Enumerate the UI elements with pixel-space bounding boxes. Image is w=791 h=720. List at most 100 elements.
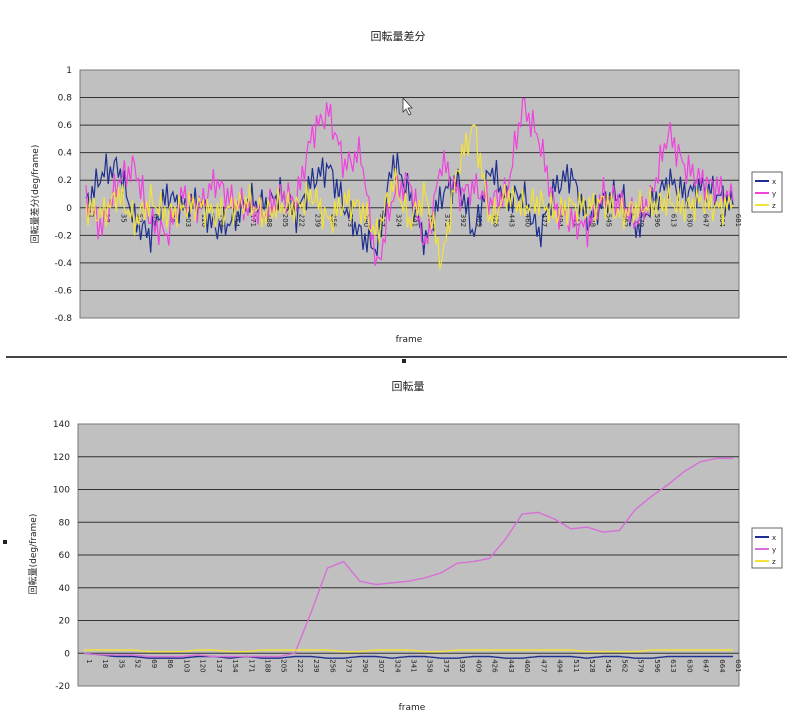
x-tick-label: 409	[475, 214, 483, 227]
legend-label: z	[772, 558, 776, 566]
y-tick-label: -0.2	[54, 231, 72, 241]
y-tick-label: 140	[53, 420, 70, 430]
x-tick-label: 681	[734, 659, 742, 672]
series-lines	[83, 457, 733, 659]
y-axis-label: 回転量(deg/frame)	[28, 514, 39, 595]
x-tick-label: 375	[442, 659, 450, 672]
legend-label: z	[772, 202, 776, 210]
y-tick-label: -0.8	[54, 314, 72, 324]
x-tick-label: 426	[491, 214, 499, 228]
series-line-z	[84, 649, 733, 653]
y-tick-label: 60	[59, 551, 71, 561]
chart-rotation-diff: 回転量差分 1 0.8 0.6 0.4 0.2 0 -0.2 -0.4 -0.6 -0.8 1 18…	[29, 29, 783, 345]
x-tick-label: 205	[280, 659, 288, 672]
x-tick-label: 188	[263, 659, 271, 672]
x-tick-label: 137	[216, 214, 224, 227]
x-tick-labels: 1 18 35 52 69 86 103 120 137 154 171 188 205 222 239 25…	[85, 659, 742, 673]
legend-label: x	[772, 534, 776, 542]
series-line-y	[83, 457, 733, 658]
x-tick-label: 222	[296, 659, 304, 672]
x-tick-label: 596	[653, 659, 661, 673]
x-tick-label: 69	[150, 659, 158, 668]
chart-title: 回転量差分	[371, 29, 426, 43]
x-tick-label: 664	[718, 214, 726, 228]
y-axis-label: 回転量差分(deg/frame)	[29, 145, 41, 244]
series-lines	[85, 97, 734, 270]
x-tick-label: 35	[117, 659, 125, 668]
x-tick-label: 290	[362, 214, 370, 227]
x-tick-label: 630	[685, 214, 693, 227]
x-tick-label: 239	[313, 214, 321, 227]
x-tick-label: 137	[215, 659, 223, 672]
x-tick-label: 647	[702, 214, 710, 227]
x-tick-label: 273	[345, 659, 353, 672]
y-tick-label: -20	[55, 682, 70, 692]
x-tick-label: 443	[508, 214, 516, 227]
x-tick-label: 392	[459, 214, 467, 227]
x-tick-label: 545	[604, 659, 612, 672]
x-tick-label: 35	[119, 214, 127, 223]
chart-panel-top[interactable]: 回転量差分 1 0.8 0.6 0.4 0.2 0 -0.2 -0.4 -0.6 -0.8 1 18…	[6, 8, 787, 358]
y-tick-label: 0.4	[58, 149, 73, 159]
y-tick-label: 20	[59, 617, 71, 627]
y-tick-label: 0	[64, 649, 70, 659]
chart-panel-bottom[interactable]: 回転量 140 120 100 80 60 40 20 0 -20 1 18 35 52 69 86 103…	[6, 364, 787, 716]
x-tick-label: 341	[410, 659, 418, 672]
x-tick-label: 409	[474, 659, 482, 672]
x-tick-label: 579	[637, 659, 645, 672]
selection-handle[interactable]	[402, 359, 406, 363]
x-tick-label: 375	[443, 214, 451, 227]
y-tick-label: 0.2	[58, 176, 72, 186]
x-tick-label: 18	[101, 659, 109, 668]
gridlines	[78, 456, 739, 654]
y-tick-label: 100	[53, 486, 70, 496]
x-tick-label: 205	[281, 214, 289, 227]
x-tick-label: 443	[507, 659, 515, 672]
x-tick-label: 120	[199, 659, 207, 672]
x-tick-label: 1	[87, 214, 95, 218]
x-tick-label: 1	[85, 659, 93, 663]
selection-handle[interactable]	[3, 540, 7, 544]
x-tick-label: 426	[491, 659, 499, 673]
x-tick-label: 256	[328, 659, 336, 673]
x-tick-label: 341	[411, 214, 419, 227]
x-tick-label: 392	[458, 659, 466, 672]
mouse-pointer-icon	[402, 96, 413, 116]
x-axis-label: frame	[399, 703, 426, 713]
x-tick-label: 103	[182, 659, 190, 672]
x-tick-label: 613	[669, 659, 677, 672]
x-tick-label: 222	[297, 214, 305, 227]
x-tick-label: 290	[361, 659, 369, 672]
x-tick-label: 103	[184, 214, 192, 227]
x-tick-label: 596	[653, 214, 661, 228]
y-tick-label: 0	[66, 204, 72, 214]
y-tick-label: 40	[59, 584, 71, 594]
chart-rotation: 回転量 140 120 100 80 60 40 20 0 -20 1 18 35 52 69 86 103…	[28, 380, 783, 713]
x-tick-label: 545	[605, 214, 613, 227]
x-tick-label: 171	[249, 214, 257, 227]
x-tick-label: 324	[393, 659, 401, 673]
x-tick-label: 681	[734, 214, 742, 227]
y-tick-labels: 140 120 100 80 60 40 20 0 -20	[53, 420, 70, 692]
x-tick-label: 307	[377, 659, 385, 672]
legend-label: x	[772, 178, 776, 186]
y-tick-label: 0.6	[58, 121, 73, 131]
y-tick-label: 80	[59, 518, 71, 528]
x-tick-label: 460	[523, 659, 531, 672]
x-tick-label: 52	[134, 659, 142, 668]
x-tick-label: 511	[572, 659, 580, 672]
x-tick-label: 562	[620, 659, 628, 672]
y-tick-label: 120	[53, 453, 70, 463]
legend-label: y	[772, 546, 776, 554]
x-tick-label: 154	[231, 659, 239, 673]
legend: xyz	[751, 171, 783, 213]
y-tick-label: -0.4	[54, 259, 72, 269]
x-tick-label: 69	[152, 214, 160, 223]
x-tick-label: 494	[556, 659, 564, 673]
x-tick-label: 477	[540, 214, 548, 227]
x-tick-label: 273	[346, 214, 354, 227]
x-tick-label: 171	[247, 659, 255, 672]
chart-title: 回転量	[392, 380, 425, 393]
x-axis-label: frame	[396, 335, 423, 345]
x-tick-label: 460	[524, 214, 532, 227]
